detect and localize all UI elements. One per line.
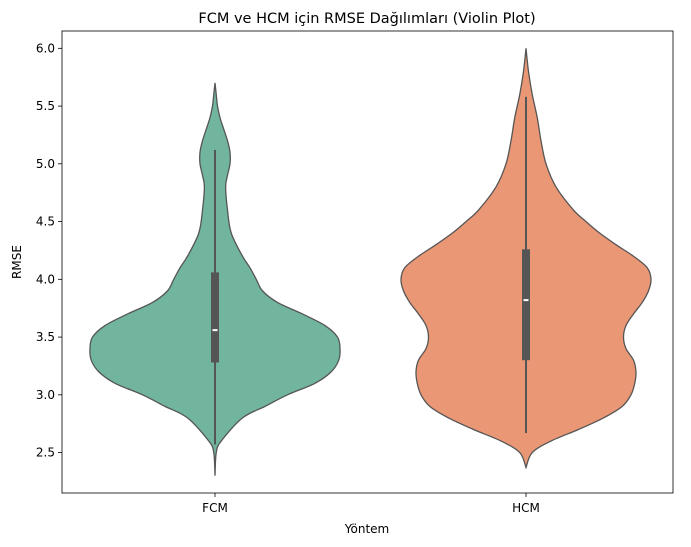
x-tick-label-0: FCM — [202, 501, 228, 515]
x-tick-label-1: HCM — [512, 501, 540, 515]
y-tick-label-6: 5.5 — [36, 99, 55, 113]
chart-title: FCM ve HCM için RMSE Dağılımları (Violin… — [198, 11, 535, 27]
y-tick-label-2: 3.5 — [36, 330, 55, 344]
x-axis-label: Yöntem — [344, 522, 389, 536]
y-tick-label-3: 4.0 — [36, 272, 55, 286]
iqr-box-fcm — [211, 272, 219, 363]
y-tick-label-1: 3.0 — [36, 388, 55, 402]
y-tick-label-0: 2.5 — [36, 446, 55, 460]
y-axis-label: RMSE — [10, 245, 24, 279]
y-tick-label-5: 5.0 — [36, 157, 55, 171]
y-tick-label-4: 4.5 — [36, 215, 55, 229]
y-axis: 2.5 3.0 3.5 4.0 4.5 5.0 5.5 6.0 — [36, 41, 62, 460]
y-tick-label-7: 6.0 — [36, 41, 55, 55]
violins-group — [89, 48, 652, 476]
iqr-box-hcm — [522, 249, 530, 361]
plot-frame — [61, 30, 674, 494]
x-axis: FCM HCM — [202, 493, 540, 515]
